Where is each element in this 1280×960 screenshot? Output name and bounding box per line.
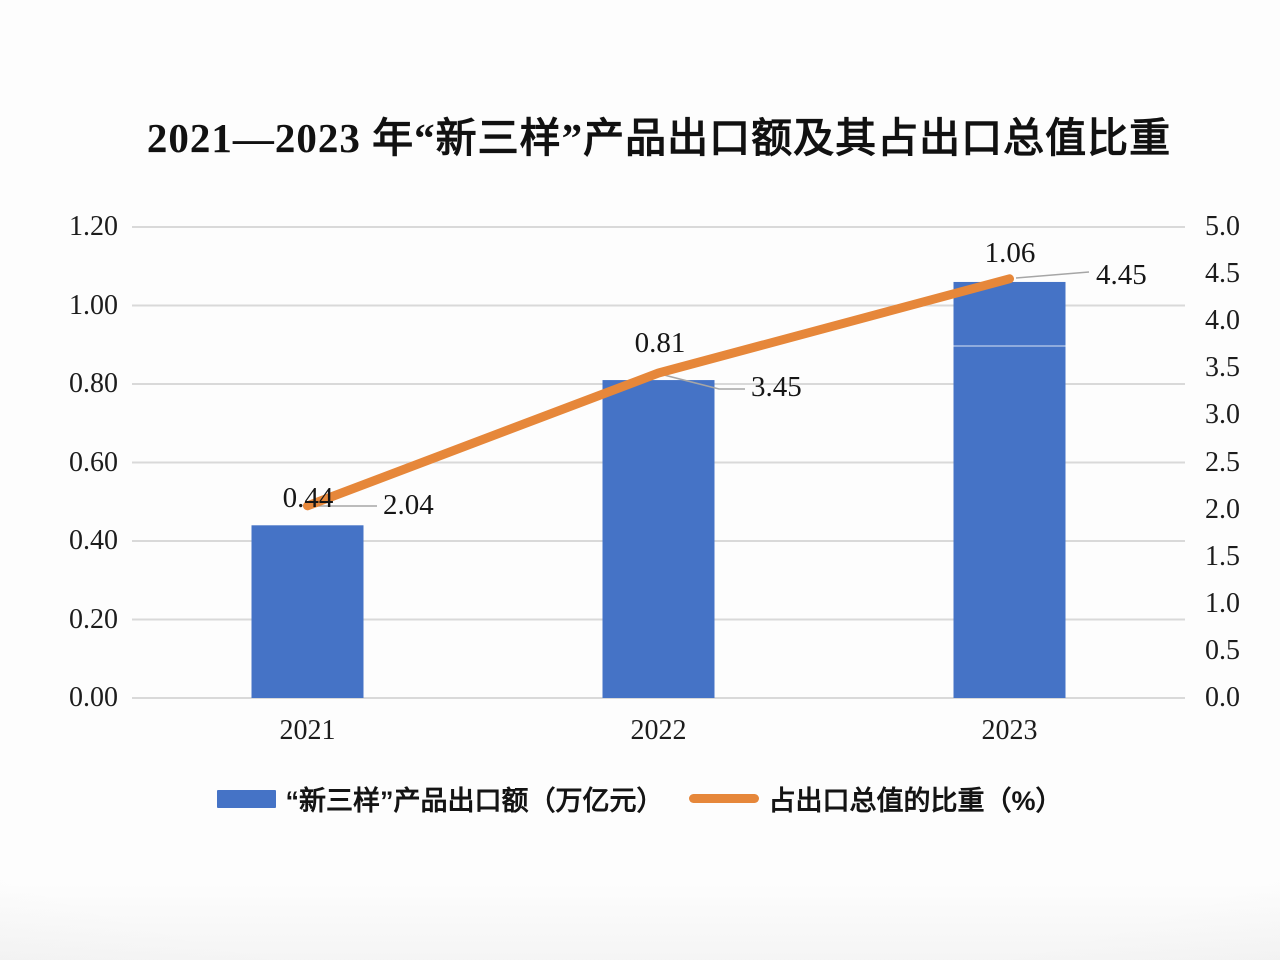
- leader-line: [663, 374, 745, 390]
- bar-series-swatch: [217, 789, 277, 808]
- line-series-swatch: [689, 794, 760, 803]
- right-axis-tick: 1.0: [1205, 587, 1240, 619]
- right-axis-tick: 0.0: [1205, 682, 1240, 713]
- left-axis-tick: 1.00: [69, 289, 118, 321]
- left-axis-tick: 0.40: [69, 525, 118, 556]
- legend: “新三样”产品出口额（万亿元） 占出口总值的比重（%）: [0, 779, 1280, 818]
- bar-series-legend-label: “新三样”产品出口额（万亿元）: [285, 786, 664, 816]
- left-axis-tick: 0.80: [69, 368, 118, 399]
- line-value-label: 2.04: [383, 489, 434, 521]
- right-axis-tick: 1.5: [1205, 540, 1240, 572]
- right-axis-tick: 5.0: [1205, 211, 1240, 242]
- x-axis-label: 2022: [630, 715, 687, 746]
- right-axis-tick: 3.0: [1205, 399, 1240, 431]
- bar-value-label: 1.06: [984, 237, 1036, 269]
- right-axis-tick: 2.0: [1205, 493, 1240, 525]
- x-axis-label: 2023: [981, 715, 1038, 746]
- right-axis-tick: 0.5: [1205, 634, 1240, 666]
- line-value-label: 4.45: [1096, 259, 1147, 291]
- right-axis-tick: 4.0: [1205, 305, 1240, 337]
- bar-value-label: 0.44: [282, 482, 334, 514]
- line-series: [303, 274, 1014, 511]
- legend-item-line-series: 占出口总值的比重（%）: [689, 779, 1063, 818]
- right-axis-tick: 2.5: [1205, 446, 1240, 478]
- bar-2022: [602, 380, 715, 698]
- leader-line: [1015, 271, 1090, 279]
- right-axis-tick: 4.5: [1205, 258, 1240, 290]
- x-axis-label: 2021: [279, 715, 336, 746]
- bar-2023: [953, 281, 1066, 698]
- line-value-label: 3.45: [751, 371, 802, 403]
- left-axis-tick: 0.60: [69, 446, 118, 478]
- chart-title: 2021—2023 年“新三样”产品出口额及其占出口总值比重: [146, 115, 1172, 161]
- line-series-legend-label: 占出口总值的比重（%）: [768, 786, 1063, 816]
- left-axis-tick: 1.20: [69, 211, 118, 242]
- left-axis-tick: 0.20: [69, 603, 118, 635]
- bar-value-label: 0.81: [634, 327, 686, 359]
- bar-2021: [251, 525, 364, 698]
- right-axis-tick: 3.5: [1205, 352, 1240, 384]
- legend-item-bar-series: “新三样”产品出口额（万亿元）: [217, 779, 663, 818]
- left-axis-tick: 0.00: [69, 682, 118, 713]
